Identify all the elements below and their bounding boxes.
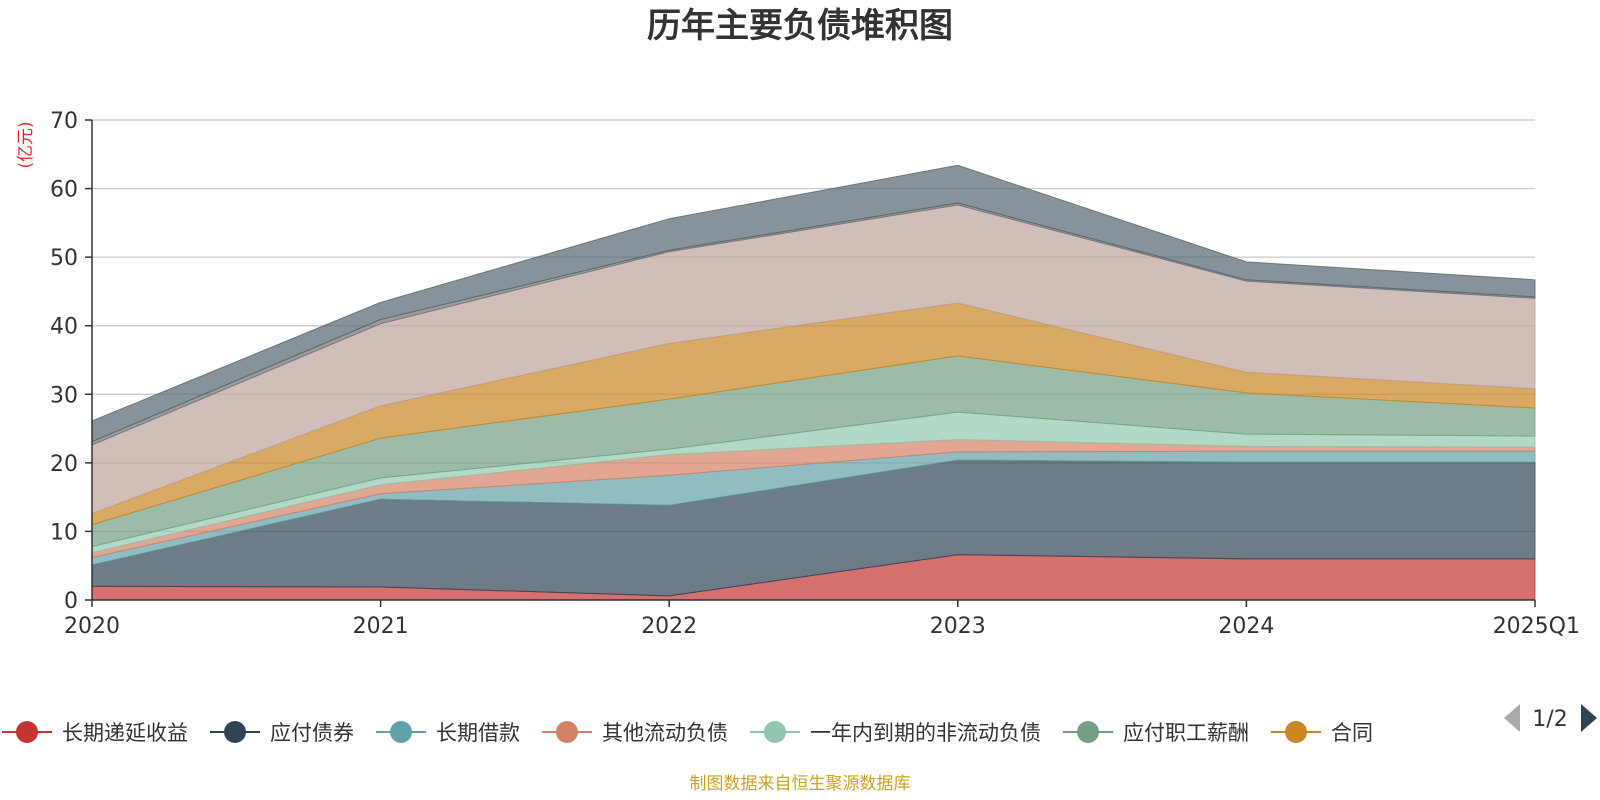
legend-item[interactable]: 其他流动负债: [542, 721, 728, 745]
legend-label: 其他流动负债: [602, 721, 728, 745]
legend-label: 合同: [1331, 721, 1373, 745]
y-tick-label: 50: [50, 246, 78, 271]
x-tick-label: 2024: [1218, 614, 1274, 639]
legend-label: 长期递延收益: [62, 721, 188, 745]
legend-item[interactable]: 合同: [1271, 721, 1373, 745]
legend-circle-icon: [224, 721, 246, 743]
chart-title: 历年主要负债堆积图: [647, 6, 953, 46]
legend-label: 应付职工薪酬: [1123, 721, 1249, 745]
pager-prev-icon[interactable]: [1504, 704, 1520, 732]
legend: 长期递延收益 应付债券 长期借款 其他流动负债 一年内到期的非流动负债 应付职工薪酬 合同: [2, 721, 1373, 745]
y-axis-label: (亿元): [16, 121, 36, 168]
axes: 0 10 20 30 40 50 60 70 2020 2021 2022 2023 2024 2025Q…: [50, 109, 1580, 639]
y-tick-label: 70: [50, 109, 78, 134]
legend-label: 长期借款: [436, 721, 520, 745]
pager-label: 1/2: [1532, 707, 1567, 732]
area-series: [91, 164, 1536, 601]
legend-pager: 1/2: [1504, 704, 1597, 732]
legend-item[interactable]: 应付职工薪酬: [1063, 721, 1249, 745]
legend-item[interactable]: 长期递延收益: [2, 721, 188, 745]
legend-item[interactable]: 长期借款: [376, 721, 520, 745]
y-tick-label: 40: [50, 315, 78, 340]
legend-circle-icon: [16, 721, 38, 743]
y-tick-label: 60: [50, 178, 78, 203]
x-tick-label: 2022: [641, 614, 697, 639]
legend-circle-icon: [1285, 721, 1307, 743]
x-tick-label: 2023: [930, 614, 986, 639]
legend-label: 应付债券: [270, 721, 354, 745]
x-tick-label: 2021: [353, 614, 409, 639]
legend-circle-icon: [1077, 721, 1099, 743]
legend-item[interactable]: 一年内到期的非流动负债: [750, 721, 1041, 745]
x-tick-label: 2025Q1: [1493, 614, 1580, 639]
y-tick-label: 10: [50, 520, 78, 545]
source-note: 制图数据来自恒生聚源数据库: [690, 774, 911, 794]
legend-label: 一年内到期的非流动负债: [810, 721, 1041, 745]
legend-circle-icon: [390, 721, 412, 743]
y-tick-label: 0: [64, 589, 78, 614]
y-tick-label: 20: [50, 452, 78, 477]
legend-circle-icon: [764, 721, 786, 743]
y-tick-label: 30: [50, 383, 78, 408]
legend-item[interactable]: 应付债券: [210, 721, 354, 745]
pager-next-icon[interactable]: [1581, 704, 1597, 732]
x-tick-label: 2020: [64, 614, 120, 639]
legend-circle-icon: [556, 721, 578, 743]
area-series-9[interactable]: [91, 164, 1536, 443]
